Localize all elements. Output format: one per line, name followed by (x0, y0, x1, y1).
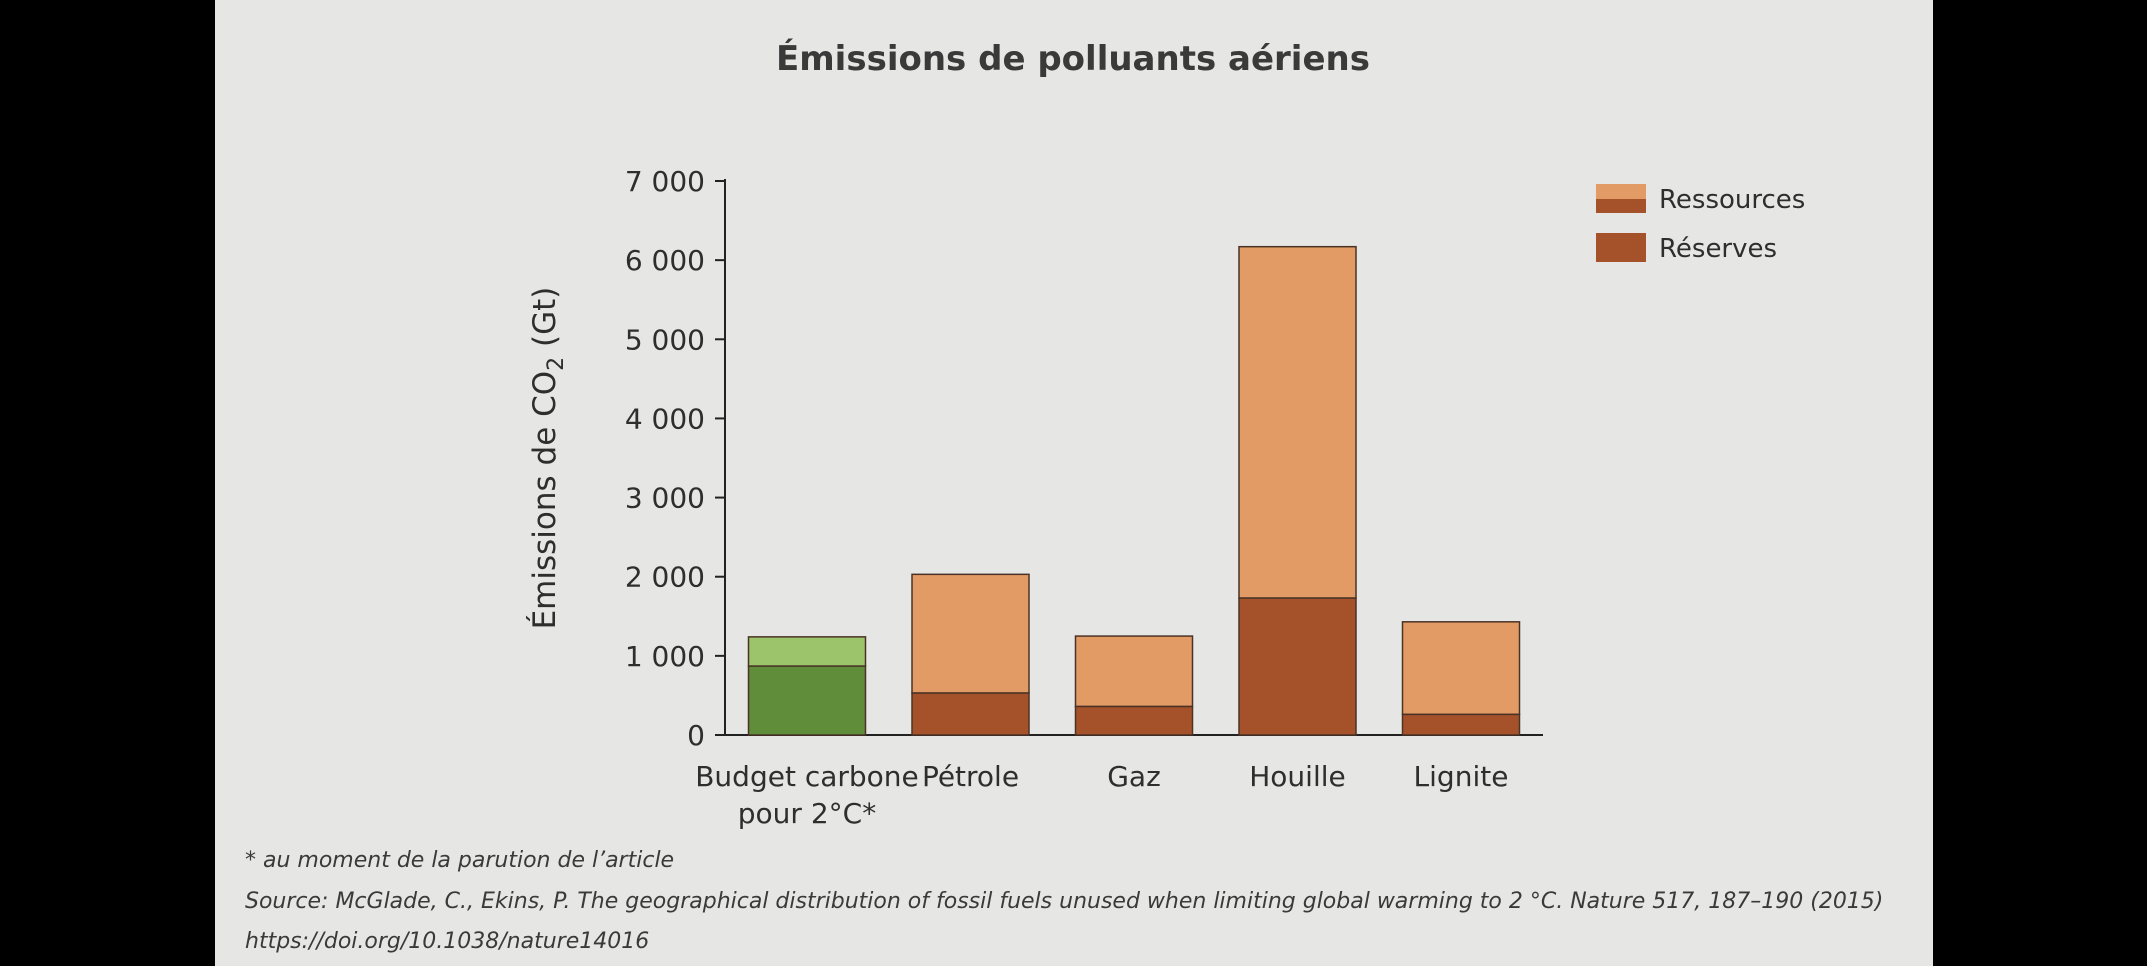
chart: Émissions de polluants aériens Émissions… (527, 38, 1805, 830)
x-tick-label: Budget carbone (695, 760, 919, 793)
bar-reserves (1238, 597, 1357, 736)
bar-resources (1238, 245, 1357, 599)
y-tick-label: 7 000 (625, 165, 705, 198)
legend-swatch-reserves (1596, 233, 1646, 262)
y-tick-label: 0 (687, 719, 705, 752)
x-axis: Budget carbone pour 2°C* Pétrole Gaz Houille… (695, 760, 1508, 830)
bar-resources (911, 573, 1030, 694)
chart-title: Émissions de polluants aériens (776, 38, 1370, 79)
y-axis-label: Émissions de CO2 (Gt) (527, 287, 569, 630)
x-tick-label: Houille (1249, 760, 1346, 793)
y-tick-label: 1 000 (625, 640, 705, 673)
bar-resources (1074, 635, 1194, 708)
footnote: * au moment de la parution de l’article (245, 848, 675, 873)
legend: Ressources Réserves (1596, 184, 1805, 264)
y-tick-label: 3 000 (625, 482, 705, 515)
x-tick-label: pour 2°C* (738, 797, 876, 830)
y-tick-label: 4 000 (625, 402, 705, 435)
bar-reserves (911, 692, 1030, 736)
y-tick-label: 6 000 (625, 244, 705, 277)
slide: Émissions de polluants aériens Émissions… (215, 0, 1933, 966)
x-tick-label: Lignite (1414, 760, 1509, 793)
legend-swatch-resources (1596, 184, 1646, 199)
x-tick-label: Pétrole (922, 760, 1019, 793)
doi-link[interactable]: https://doi.org/10.1038/nature14016 (245, 929, 650, 954)
source-citation: Source: McGlade, C., Ekins, P. The geogr… (245, 889, 1884, 914)
legend-swatch-resources (1596, 199, 1646, 213)
legend-label: Ressources (1659, 185, 1805, 215)
bar-reserves (1074, 705, 1194, 736)
x-tick-label: Gaz (1107, 760, 1161, 793)
bars (747, 245, 1521, 736)
bar-reserves (747, 665, 867, 736)
bar-reserves (1401, 713, 1521, 736)
bar-resources (747, 636, 867, 667)
y-axis: 0 1 000 2 000 3 000 4 000 5 000 6 000 7 000 (625, 165, 1543, 752)
y-tick-label: 5 000 (625, 323, 705, 356)
bar-resources (1401, 621, 1521, 716)
y-tick-label: 2 000 (625, 561, 705, 594)
legend-label: Réserves (1659, 234, 1777, 264)
y-axis-label-text: Émissions de CO2 (Gt) (527, 287, 569, 630)
